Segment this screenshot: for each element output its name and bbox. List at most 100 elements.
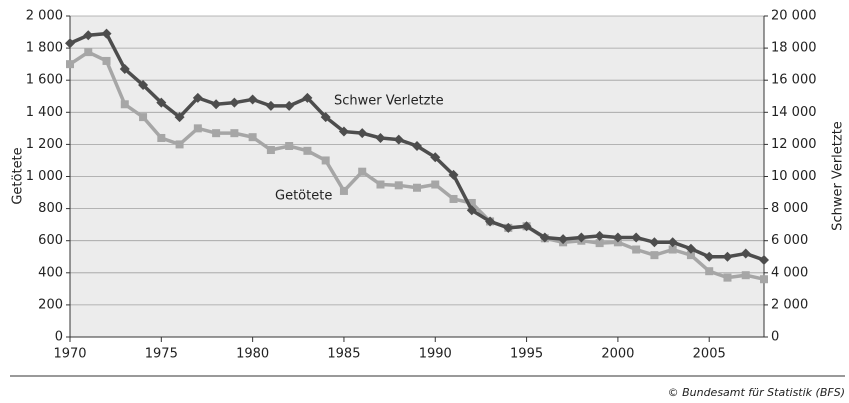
marker — [704, 251, 715, 262]
marker — [430, 152, 441, 163]
marker — [722, 251, 733, 262]
y-tick-label: 1 400 — [26, 105, 63, 120]
y-tick-label: 200 — [38, 297, 63, 312]
marker — [485, 216, 496, 227]
marker — [521, 221, 532, 232]
marker — [357, 128, 368, 139]
marker — [576, 232, 587, 243]
marker — [320, 112, 331, 123]
marker — [740, 248, 751, 259]
marker — [101, 28, 112, 39]
marker — [66, 60, 74, 69]
y-tick-label: 800 — [38, 201, 63, 216]
y-tick-label: 400 — [38, 265, 63, 280]
x-tick-label: 2000 — [601, 347, 634, 362]
marker — [668, 245, 677, 254]
marker — [393, 134, 404, 145]
marker — [156, 97, 167, 108]
marker — [467, 198, 476, 207]
marker — [539, 232, 550, 243]
marker — [649, 237, 660, 248]
marker — [760, 275, 768, 284]
marker — [83, 30, 94, 41]
marker — [631, 232, 642, 243]
marker — [358, 167, 367, 176]
marker — [594, 230, 605, 241]
y-tick-label: 2 000 — [26, 9, 63, 24]
x-tick-label: 1975 — [145, 347, 178, 362]
marker — [376, 180, 385, 189]
y2-tick-label: 8 000 — [771, 201, 808, 216]
y-tick-label: 1 200 — [26, 137, 63, 152]
marker — [192, 92, 203, 103]
marker — [338, 126, 349, 137]
marker — [321, 156, 330, 165]
y2-tick-label: 4 000 — [771, 265, 808, 280]
marker — [229, 97, 240, 108]
source: © Bundesamt für Statistik (BFS) — [668, 386, 845, 399]
marker — [266, 146, 275, 155]
marker — [174, 112, 185, 123]
y2-tick-label: 20 000 — [771, 9, 817, 24]
y-tick-label: 0 — [55, 330, 63, 345]
y2-tick-label: 0 — [771, 330, 779, 345]
marker — [723, 273, 732, 282]
marker — [139, 113, 148, 122]
marker — [284, 100, 295, 111]
x-tick-label: 1990 — [419, 347, 452, 362]
marker — [157, 133, 166, 142]
annotation: Getötete — [275, 189, 332, 204]
x-tick-label: 2005 — [693, 347, 726, 362]
marker — [759, 254, 769, 265]
marker — [247, 94, 258, 105]
y-tick-label: 1 000 — [26, 169, 63, 184]
x-tick-label: 1970 — [53, 347, 86, 362]
marker — [595, 239, 604, 248]
marker — [211, 99, 222, 110]
marker — [394, 181, 403, 190]
marker — [285, 142, 294, 151]
marker — [667, 237, 678, 248]
marker — [466, 205, 477, 216]
marker — [448, 169, 459, 180]
marker — [339, 186, 348, 195]
marker — [449, 194, 458, 203]
y-tick-label: 1 800 — [26, 41, 63, 56]
marker — [686, 251, 695, 260]
marker — [248, 133, 257, 142]
marker — [138, 80, 149, 91]
y2-axis-label: Schwer Verletzte — [831, 121, 846, 231]
marker — [265, 100, 276, 111]
y-tick-label: 600 — [38, 233, 63, 248]
x-tick-label: 1985 — [327, 347, 360, 362]
marker — [84, 48, 93, 57]
marker — [503, 222, 514, 233]
marker — [230, 129, 239, 138]
annotation: Schwer Verletzte — [334, 94, 444, 109]
marker — [412, 141, 422, 152]
marker — [175, 140, 184, 149]
y2-tick-label: 6 000 — [771, 233, 808, 248]
marker — [65, 38, 75, 49]
x-tick-label: 1980 — [236, 347, 269, 362]
marker — [119, 63, 130, 74]
y2-tick-label: 10 000 — [771, 169, 817, 184]
marker — [431, 180, 440, 189]
marker — [193, 124, 202, 133]
y2-tick-label: 12 000 — [771, 137, 817, 152]
y-axis-label: Getötete — [11, 147, 26, 204]
y2-tick-label: 16 000 — [771, 73, 817, 88]
marker — [120, 100, 129, 109]
y2-tick-label: 2 000 — [771, 297, 808, 312]
marker — [303, 146, 312, 155]
marker — [705, 267, 714, 276]
marker — [302, 92, 313, 103]
marker — [413, 183, 421, 192]
y2-tick-label: 14 000 — [771, 105, 817, 120]
marker — [102, 56, 111, 65]
y2-tick-label: 18 000 — [771, 41, 817, 56]
marker — [632, 245, 641, 254]
marker — [558, 234, 569, 245]
x-tick-label: 1995 — [510, 347, 543, 362]
